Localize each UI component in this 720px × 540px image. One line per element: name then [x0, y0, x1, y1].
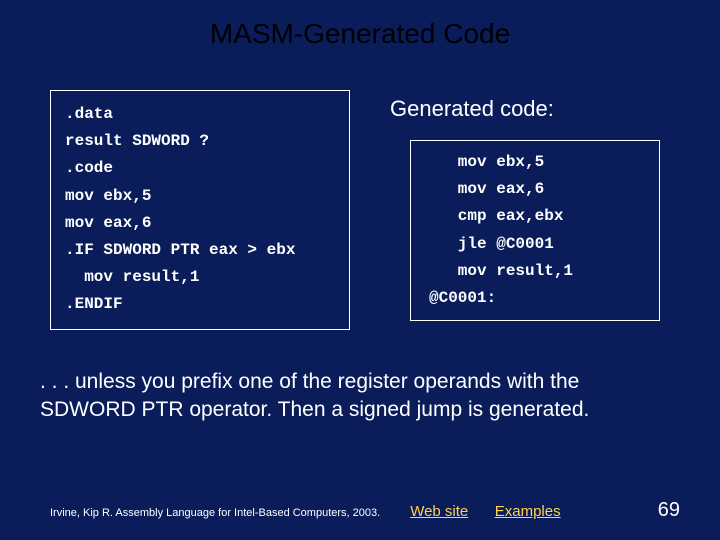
code-line: .code	[65, 155, 335, 182]
gen-line: mov result,1	[429, 258, 645, 285]
code-line: mov ebx,5	[65, 183, 335, 210]
generated-code-box: mov ebx,5 mov eax,6 cmp eax,ebx jle @C00…	[410, 140, 660, 321]
code-line: .ENDIF	[65, 291, 335, 318]
code-line: .data	[65, 101, 335, 128]
footer: Irvine, Kip R. Assembly Language for Int…	[0, 499, 720, 522]
content-area: .data result SDWORD ? .code mov ebx,5 mo…	[0, 60, 720, 340]
code-line: mov eax,6	[65, 210, 335, 237]
credit-text: Irvine, Kip R. Assembly Language for Int…	[50, 507, 380, 519]
examples-link[interactable]: Examples	[495, 503, 561, 520]
explanation-text: . . . unless you prefix one of the regis…	[0, 340, 720, 425]
gen-line: jle @C0001	[429, 231, 645, 258]
gen-line: mov ebx,5	[429, 149, 645, 176]
website-link[interactable]: Web site	[410, 503, 468, 520]
code-line: .IF SDWORD PTR eax > ebx	[65, 237, 335, 264]
generated-heading: Generated code:	[390, 96, 680, 122]
gen-line: mov eax,6	[429, 176, 645, 203]
gen-line: cmp eax,ebx	[429, 203, 645, 230]
code-line: result SDWORD ?	[65, 128, 335, 155]
code-line: mov result,1	[65, 264, 335, 291]
source-code-box: .data result SDWORD ? .code mov ebx,5 mo…	[50, 90, 350, 330]
footer-links: Web site Examples	[410, 503, 582, 521]
slide-title: MASM-Generated Code	[0, 0, 720, 60]
page-number: 69	[658, 499, 680, 522]
gen-line: @C0001:	[429, 285, 645, 312]
generated-column: Generated code: mov ebx,5 mov eax,6 cmp …	[380, 90, 680, 330]
